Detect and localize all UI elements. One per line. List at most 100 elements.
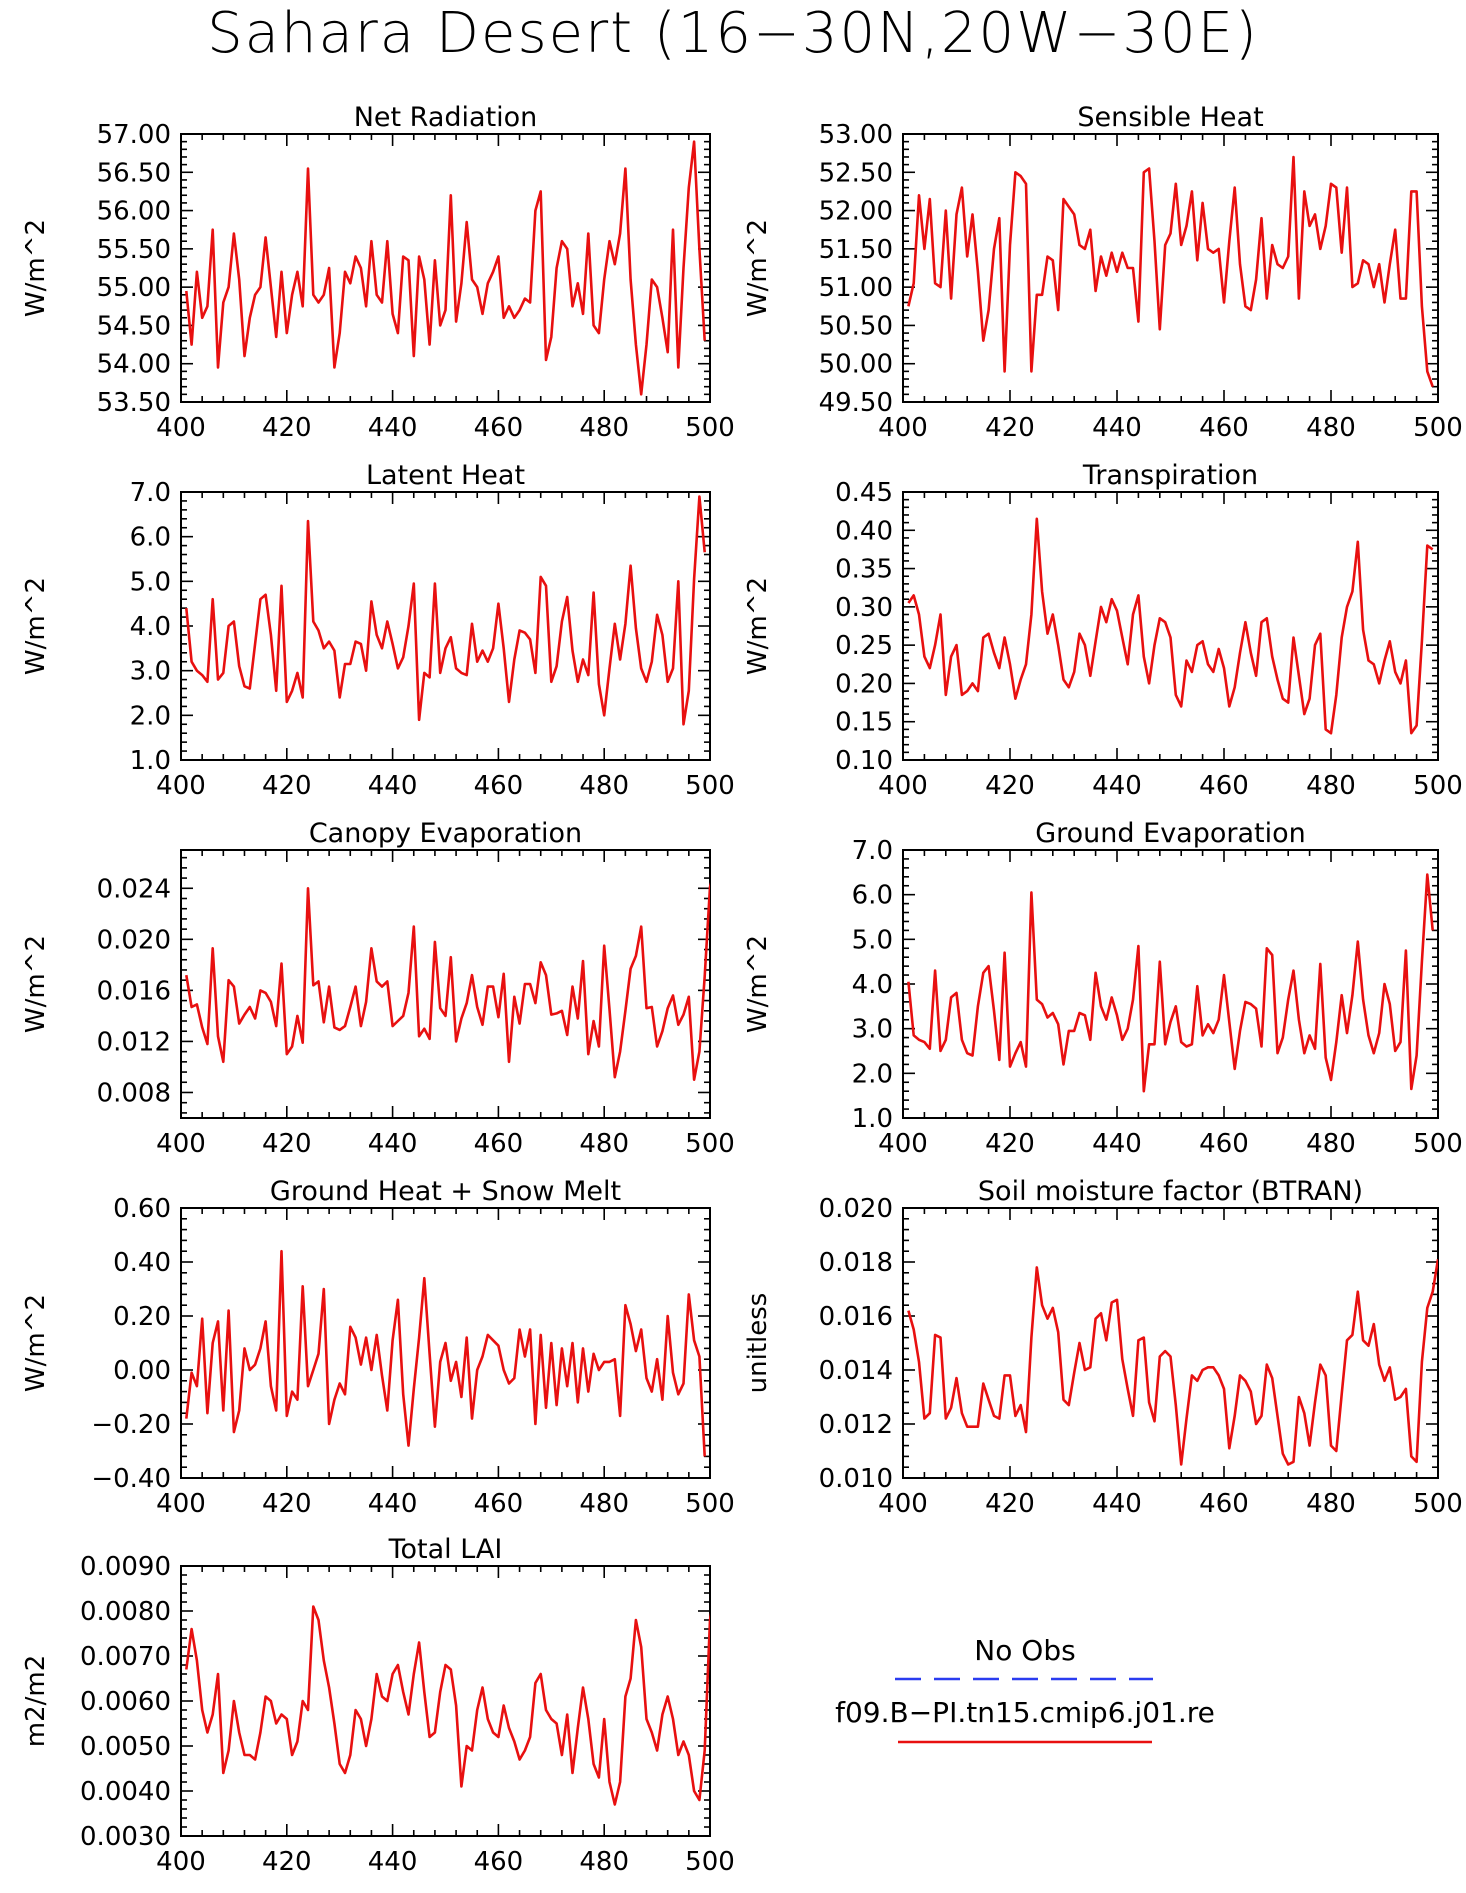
series-line-model xyxy=(185,495,706,726)
series-line-model xyxy=(907,155,1434,388)
x-tick-label: 460 xyxy=(474,1847,524,1877)
y-tick-label: 0.0080 xyxy=(80,1597,171,1627)
y-tick-label: 7.0 xyxy=(852,836,893,866)
x-tick-label: 480 xyxy=(1306,1129,1356,1159)
y-tick-label: 0.20 xyxy=(113,1302,171,1332)
y-tick-label: 0.012 xyxy=(819,1410,893,1440)
y-tick-label: 3.0 xyxy=(852,1015,893,1045)
y-tick-label: 6.0 xyxy=(852,881,893,911)
chart-panel-total-lai: Total LAI 400 420 440 460 480 500 0.0030 0.0040 0… xyxy=(21,1534,735,1877)
y-tick-label: 0.35 xyxy=(835,555,893,585)
x-tick-label: 480 xyxy=(1306,413,1356,443)
x-tick-label: 400 xyxy=(878,771,928,801)
y-tick-label: 54.50 xyxy=(97,311,171,341)
x-tick-label: 420 xyxy=(985,1129,1035,1159)
y-axis-label: W/m^2 xyxy=(743,219,773,317)
y-tick-label: 0.024 xyxy=(97,874,171,904)
y-tick-label: 55.00 xyxy=(97,273,171,303)
x-tick-label: 460 xyxy=(474,413,524,443)
series-line-model xyxy=(185,1605,710,1806)
x-tick-label: 460 xyxy=(1199,771,1249,801)
x-tick-label: 400 xyxy=(156,771,206,801)
y-tick-label: 0.0040 xyxy=(80,1777,171,1807)
series-line-model xyxy=(185,140,706,396)
plot-frame xyxy=(180,1207,711,1479)
x-tick-label: 480 xyxy=(579,1847,629,1877)
x-tick-label: 460 xyxy=(474,1129,524,1159)
panel-title: Latent Heat xyxy=(366,460,525,491)
y-tick-label: 57.00 xyxy=(97,120,171,150)
chart-panel-ground-evaporation: Ground Evaporation 400 420 440 460 480 500 1.0 2… xyxy=(743,818,1463,1159)
chart-panel-transpiration: Transpiration 400 420 440 460 480 500 0.10 0.15 0… xyxy=(743,460,1463,801)
y-tick-label: 0.0050 xyxy=(80,1732,171,1762)
panel-title: Transpiration xyxy=(1082,460,1258,491)
x-tick-label: 440 xyxy=(368,1489,418,1519)
y-tick-label: 54.00 xyxy=(97,350,171,380)
x-tick-label: 500 xyxy=(1413,1129,1463,1159)
x-tick-label: 460 xyxy=(1199,1129,1249,1159)
y-tick-label: 0.016 xyxy=(819,1302,893,1332)
x-tick-label: 420 xyxy=(985,413,1035,443)
y-tick-label: 0.25 xyxy=(835,631,893,661)
x-tick-label: 440 xyxy=(1092,1129,1142,1159)
y-tick-label: 5.0 xyxy=(130,567,171,597)
y-tick-label: 4.0 xyxy=(852,970,893,1000)
x-tick-label: 420 xyxy=(262,771,312,801)
y-tick-label: 0.0030 xyxy=(80,1822,171,1852)
series-line-model xyxy=(185,882,710,1081)
x-tick-label: 480 xyxy=(1306,1489,1356,1519)
x-tick-label: 400 xyxy=(878,413,928,443)
y-axis-label: W/m^2 xyxy=(743,935,773,1033)
x-tick-label: 400 xyxy=(156,1847,206,1877)
y-tick-label: 0.0070 xyxy=(80,1642,171,1672)
plot-frame xyxy=(180,133,711,403)
x-tick-label: 400 xyxy=(156,1489,206,1519)
chart-panel-net-radiation: Net Radiation 400 420 440 460 480 500 53.50 54.0… xyxy=(21,102,735,443)
chart-panel-sensible-heat: Sensible Heat 400 420 440 460 480 500 49.50 50.0… xyxy=(743,102,1463,443)
y-tick-label: 0.012 xyxy=(97,1027,171,1057)
y-axis-label: W/m^2 xyxy=(21,577,51,675)
legend-label-model: f09.B−PI.tn15.cmip6.j01.re xyxy=(835,1696,1215,1729)
y-tick-label: 0.020 xyxy=(819,1194,893,1224)
panel-title: Ground Heat + Snow Melt xyxy=(270,1176,621,1207)
x-tick-label: 480 xyxy=(1306,771,1356,801)
series-line-model xyxy=(185,1249,706,1457)
y-tick-label: 7.0 xyxy=(130,478,171,508)
y-axis-label: W/m^2 xyxy=(743,577,773,675)
y-tick-label: 51.00 xyxy=(819,273,893,303)
x-tick-label: 500 xyxy=(1413,1489,1463,1519)
y-tick-label: 5.0 xyxy=(852,925,893,955)
x-tick-label: 440 xyxy=(1092,771,1142,801)
y-tick-label: 56.50 xyxy=(97,158,171,188)
y-tick-label: 53.00 xyxy=(819,120,893,150)
y-tick-label: 0.010 xyxy=(819,1464,893,1494)
plot-frame xyxy=(902,491,1439,761)
y-tick-label: 4.0 xyxy=(130,612,171,642)
x-tick-label: 500 xyxy=(685,1129,735,1159)
x-tick-label: 500 xyxy=(1413,413,1463,443)
y-tick-label: 1.0 xyxy=(130,746,171,776)
plot-frame xyxy=(902,133,1439,403)
chart-panel-canopy-evaporation: Canopy Evaporation 400 420 440 460 480 500 0.00… xyxy=(21,818,735,1159)
x-tick-label: 460 xyxy=(474,771,524,801)
y-tick-label: 3.0 xyxy=(130,657,171,687)
y-tick-label: 52.50 xyxy=(819,158,893,188)
panel-title: Canopy Evaporation xyxy=(309,818,582,849)
y-tick-label: 6.0 xyxy=(130,523,171,553)
y-tick-label: 50.50 xyxy=(819,311,893,341)
y-tick-label: 0.0060 xyxy=(80,1687,171,1717)
x-tick-label: 480 xyxy=(579,413,629,443)
y-tick-label: 0.018 xyxy=(819,1248,893,1278)
y-tick-label: 0.30 xyxy=(835,593,893,623)
x-tick-label: 420 xyxy=(262,1489,312,1519)
panel-title: Soil moisture factor (BTRAN) xyxy=(978,1176,1363,1207)
x-tick-label: 440 xyxy=(1092,413,1142,443)
legend-label-no-obs: No Obs xyxy=(974,1634,1075,1667)
y-tick-label: 0.45 xyxy=(835,478,893,508)
x-tick-label: 500 xyxy=(685,1489,735,1519)
y-tick-label: 0.40 xyxy=(113,1248,171,1278)
y-tick-label: 1.0 xyxy=(852,1104,893,1134)
y-tick-label: 0.40 xyxy=(835,516,893,546)
y-tick-label: −0.20 xyxy=(91,1410,171,1440)
x-tick-label: 480 xyxy=(579,1489,629,1519)
